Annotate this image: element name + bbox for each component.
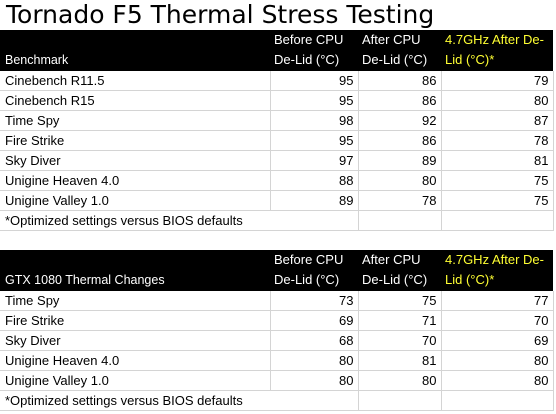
table-row: Cinebench R15 95 86 80 [0, 90, 554, 111]
table-row: Time Spy 98 92 87 [0, 110, 554, 131]
benchmark-name: Cinebench R15 [0, 90, 271, 111]
benchmark-name: Fire Strike [0, 130, 271, 151]
before-delid-value: 88 [270, 170, 359, 191]
oc-after-delid-value: 78 [441, 130, 554, 151]
column-header-oc-after-delid: 4.7GHz After De-Lid (°C)* [441, 250, 553, 291]
table-header-row: GTX 1080 Thermal Changes Before CPU De-L… [0, 250, 553, 291]
oc-after-delid-value: 75 [441, 170, 554, 191]
before-delid-value: 95 [270, 71, 359, 91]
oc-after-delid-value: 80 [441, 370, 554, 391]
after-delid-value: 92 [358, 110, 442, 131]
after-delid-value: 89 [358, 150, 442, 171]
benchmark-name: Time Spy [0, 291, 271, 311]
after-delid-value: 86 [358, 130, 442, 151]
before-delid-value: 95 [270, 90, 359, 111]
after-delid-value: 70 [358, 330, 442, 351]
before-delid-value: 73 [270, 291, 359, 311]
footnote-row: *Optimized settings versus BIOS defaults [0, 210, 554, 231]
oc-after-delid-value: 75 [441, 190, 554, 211]
oc-after-delid-value: 87 [441, 110, 554, 131]
before-delid-value: 98 [270, 110, 359, 131]
cpu-thermal-table: Benchmark Before CPU De-Lid (°C) After C… [0, 30, 554, 231]
column-header-after-delid: After CPU De-Lid (°C) [358, 250, 441, 291]
after-delid-value: 80 [358, 170, 442, 191]
before-delid-value: 80 [270, 370, 359, 391]
footnote: *Optimized settings versus BIOS defaults [0, 390, 359, 411]
table-row: Sky Diver 97 89 81 [0, 150, 554, 171]
column-header-gpu-thermal-changes: GTX 1080 Thermal Changes [0, 250, 270, 291]
benchmark-name: Unigine Valley 1.0 [0, 370, 271, 391]
table-row: Fire Strike 95 86 78 [0, 130, 554, 151]
after-delid-value: 86 [358, 71, 442, 91]
after-delid-value: 81 [358, 350, 442, 371]
benchmark-name: Unigine Valley 1.0 [0, 190, 271, 211]
table-row: Cinebench R11.5 95 86 79 [0, 71, 554, 91]
before-delid-value: 97 [270, 150, 359, 171]
benchmark-name: Time Spy [0, 110, 271, 131]
after-delid-value: 78 [358, 190, 442, 211]
table-row: Time Spy 73 75 77 [0, 291, 554, 311]
column-header-before-delid: Before CPU De-Lid (°C) [270, 30, 358, 71]
before-delid-value: 80 [270, 350, 359, 371]
before-delid-value: 95 [270, 130, 359, 151]
page-title: Tornado F5 Thermal Stress Testing [6, 0, 435, 29]
after-delid-value: 75 [358, 291, 442, 311]
oc-after-delid-value: 81 [441, 150, 554, 171]
column-header-before-delid: Before CPU De-Lid (°C) [270, 250, 358, 291]
oc-after-delid-value: 80 [441, 90, 554, 111]
benchmark-name: Unigine Heaven 4.0 [0, 350, 271, 371]
benchmark-name: Sky Diver [0, 150, 271, 171]
empty-cell [441, 210, 554, 231]
benchmark-name: Unigine Heaven 4.0 [0, 170, 271, 191]
oc-after-delid-value: 69 [441, 330, 554, 351]
table-row: Fire Strike 69 71 70 [0, 310, 554, 331]
table-row: Unigine Valley 1.0 80 80 80 [0, 370, 554, 391]
benchmark-name: Fire Strike [0, 310, 271, 331]
benchmark-name: Sky Diver [0, 330, 271, 351]
table-header-row: Benchmark Before CPU De-Lid (°C) After C… [0, 30, 553, 71]
empty-cell [358, 390, 442, 411]
benchmark-name: Cinebench R11.5 [0, 71, 271, 91]
before-delid-value: 69 [270, 310, 359, 331]
table-row: Unigine Heaven 4.0 88 80 75 [0, 170, 554, 191]
column-header-oc-after-delid: 4.7GHz After De-Lid (°C)* [441, 30, 553, 71]
column-header-benchmark: Benchmark [0, 30, 270, 71]
oc-after-delid-value: 79 [441, 71, 554, 91]
after-delid-value: 71 [358, 310, 442, 331]
table-row: Sky Diver 68 70 69 [0, 330, 554, 351]
footnote: *Optimized settings versus BIOS defaults [0, 210, 359, 231]
footnote-row: *Optimized settings versus BIOS defaults [0, 390, 554, 411]
oc-after-delid-value: 80 [441, 350, 554, 371]
before-delid-value: 68 [270, 330, 359, 351]
before-delid-value: 89 [270, 190, 359, 211]
empty-cell [358, 210, 442, 231]
column-header-after-delid: After CPU De-Lid (°C) [358, 30, 441, 71]
empty-cell [441, 390, 554, 411]
after-delid-value: 80 [358, 370, 442, 391]
after-delid-value: 86 [358, 90, 442, 111]
table-row: Unigine Heaven 4.0 80 81 80 [0, 350, 554, 371]
table-row: Unigine Valley 1.0 89 78 75 [0, 190, 554, 211]
gpu-thermal-table: GTX 1080 Thermal Changes Before CPU De-L… [0, 250, 554, 411]
oc-after-delid-value: 77 [441, 291, 554, 311]
oc-after-delid-value: 70 [441, 310, 554, 331]
